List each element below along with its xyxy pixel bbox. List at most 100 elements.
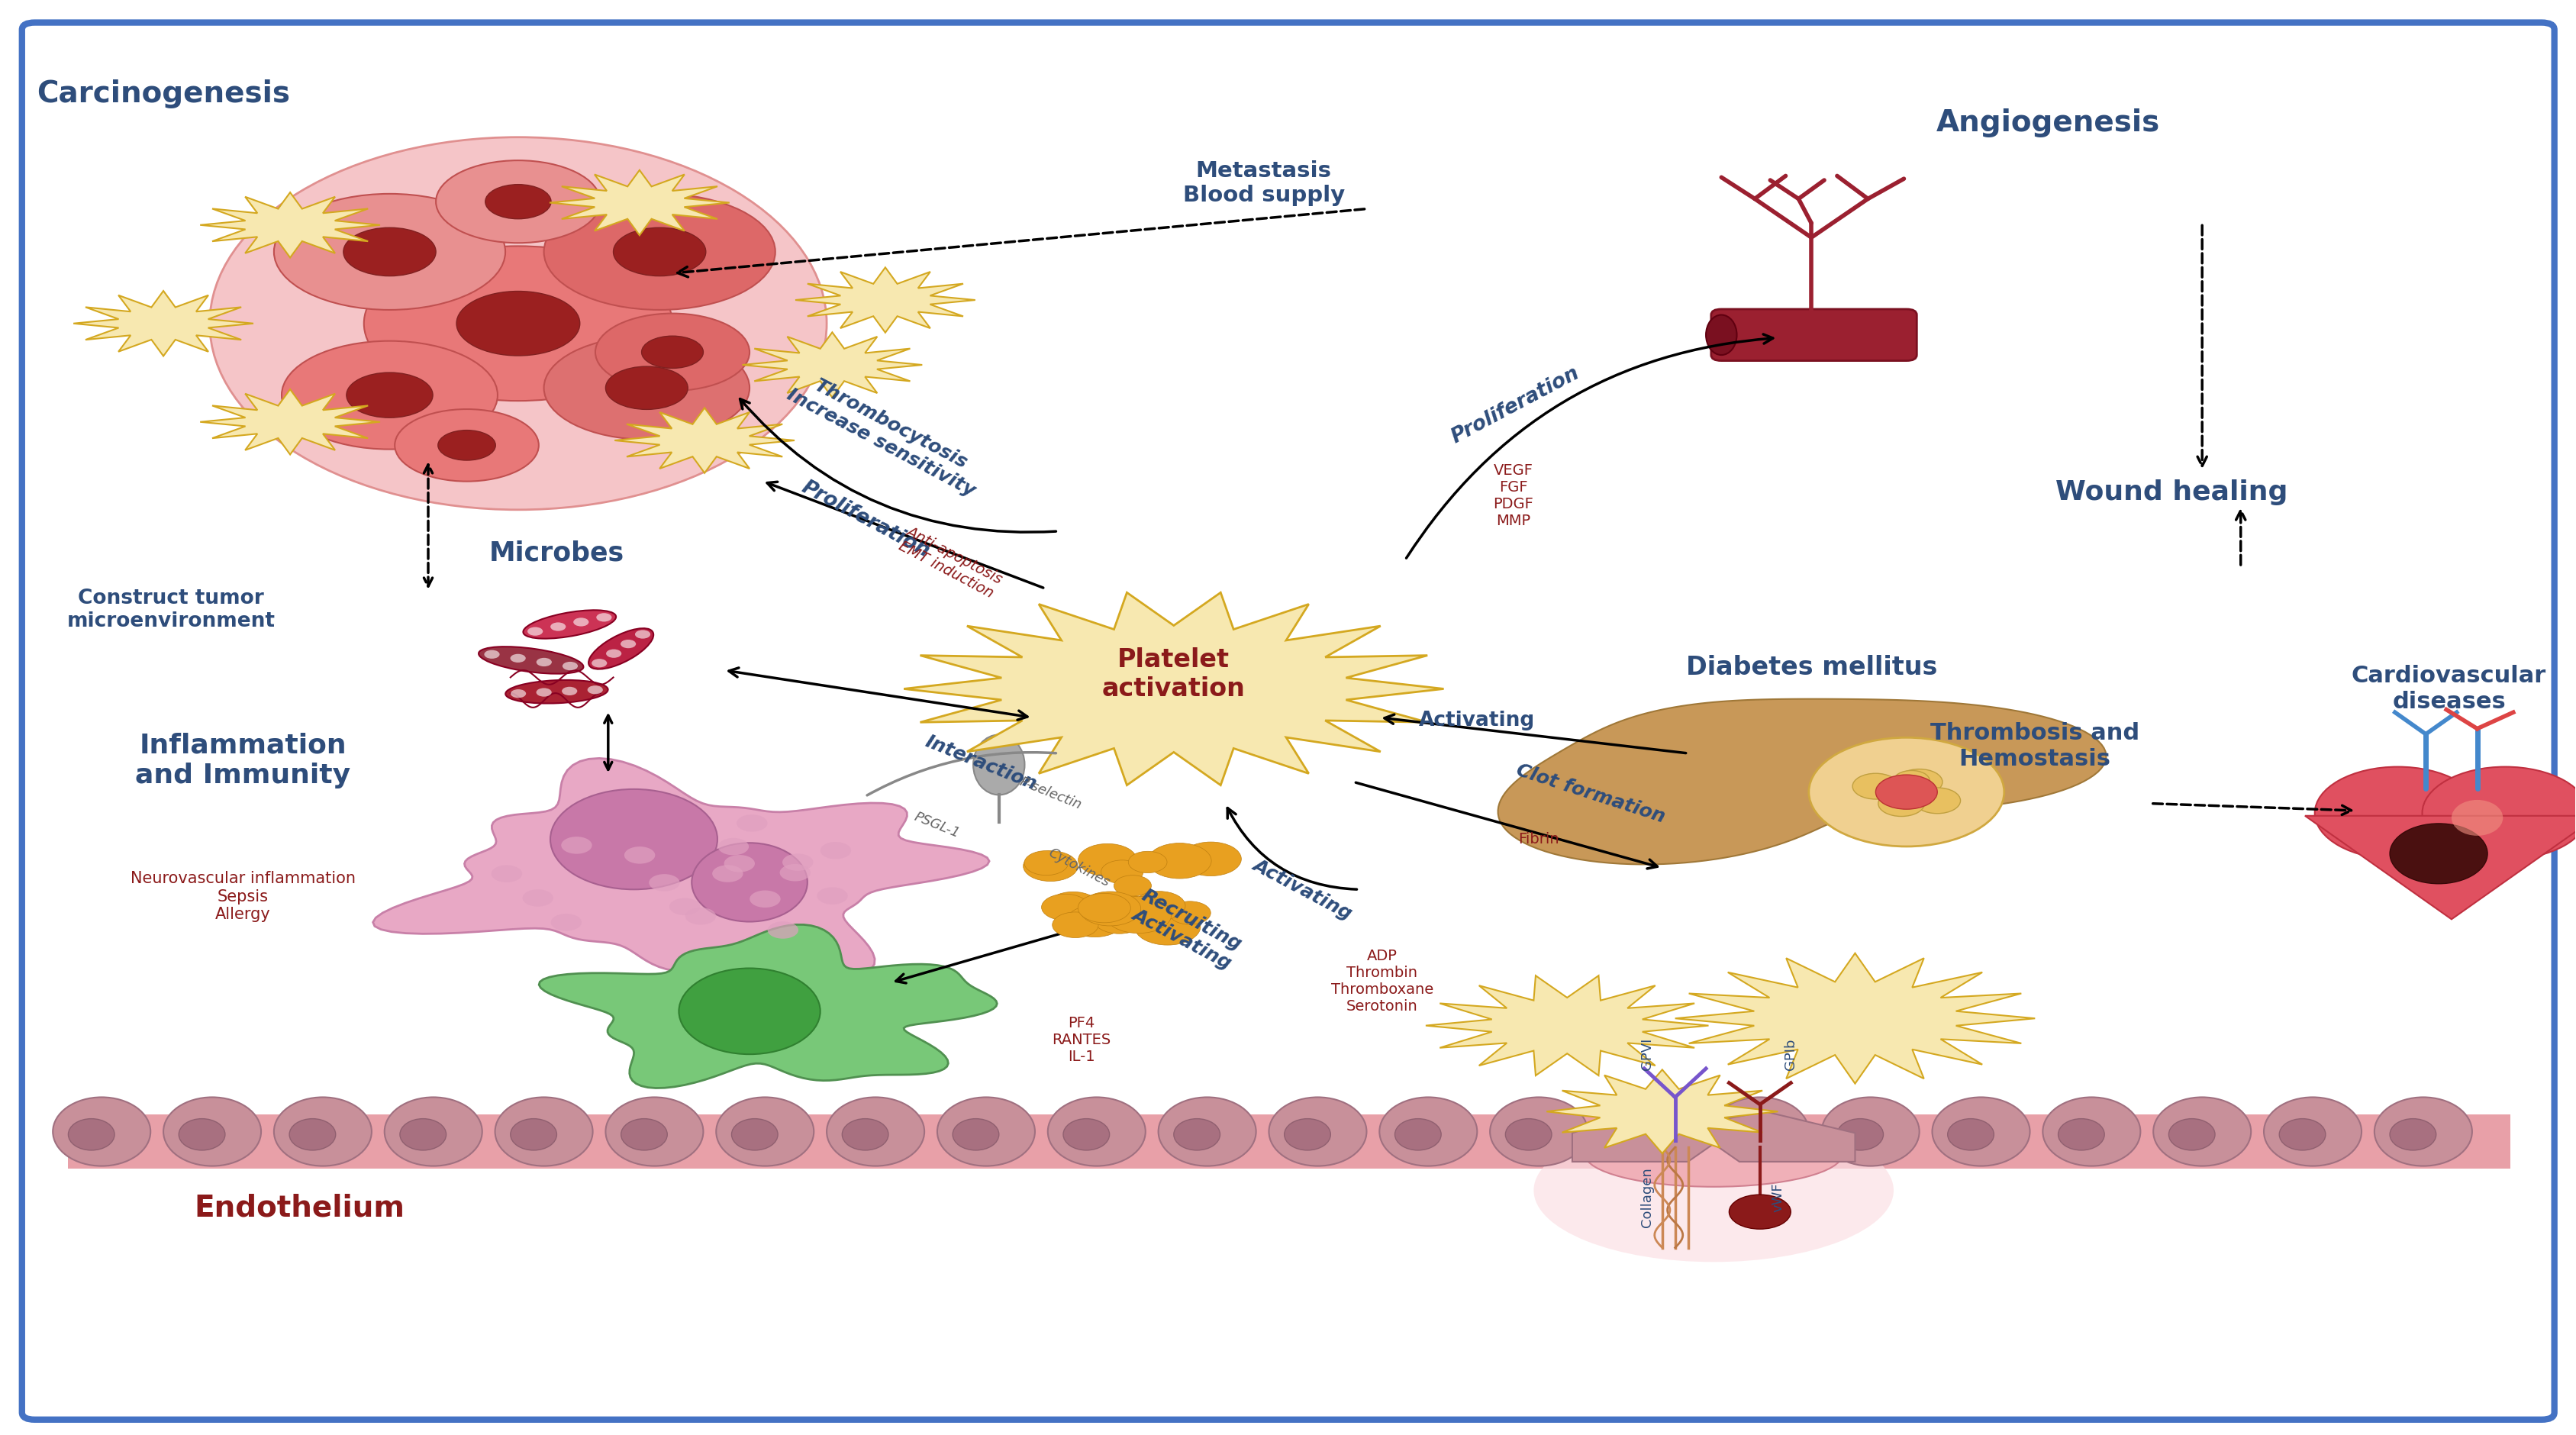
Circle shape xyxy=(649,874,680,891)
Text: Proliferation: Proliferation xyxy=(1448,363,1584,448)
Polygon shape xyxy=(549,171,729,235)
Text: Wound healing: Wound healing xyxy=(2056,479,2287,505)
Circle shape xyxy=(724,855,755,872)
Ellipse shape xyxy=(2043,1098,2141,1167)
Text: PF4
RANTES
IL-1: PF4 RANTES IL-1 xyxy=(1051,1016,1110,1063)
Ellipse shape xyxy=(273,194,505,310)
Ellipse shape xyxy=(716,1098,814,1167)
Circle shape xyxy=(528,627,544,636)
Ellipse shape xyxy=(544,336,750,439)
Ellipse shape xyxy=(2264,1098,2362,1167)
Circle shape xyxy=(1023,851,1077,881)
Ellipse shape xyxy=(394,409,538,481)
Circle shape xyxy=(1041,894,1090,920)
Circle shape xyxy=(2316,766,2481,860)
Ellipse shape xyxy=(544,194,775,310)
Circle shape xyxy=(817,887,848,904)
Polygon shape xyxy=(1499,699,2107,864)
Text: Anti-apoptosis
EMT induction: Anti-apoptosis EMT induction xyxy=(896,524,1005,601)
Ellipse shape xyxy=(641,336,703,369)
Polygon shape xyxy=(742,333,922,397)
Ellipse shape xyxy=(1726,1119,1772,1151)
Ellipse shape xyxy=(842,1119,889,1151)
Circle shape xyxy=(510,689,526,697)
Text: P-selectin: P-selectin xyxy=(1018,775,1084,812)
Circle shape xyxy=(1914,788,1960,814)
Circle shape xyxy=(562,662,577,670)
Polygon shape xyxy=(538,924,997,1088)
Ellipse shape xyxy=(2391,824,2488,884)
Circle shape xyxy=(1852,773,1899,799)
Circle shape xyxy=(484,650,500,659)
Ellipse shape xyxy=(2058,1119,2105,1151)
Text: Endothelium: Endothelium xyxy=(193,1192,404,1223)
Ellipse shape xyxy=(1378,1098,1476,1167)
Polygon shape xyxy=(201,192,381,258)
Circle shape xyxy=(492,865,523,883)
Ellipse shape xyxy=(1504,1119,1551,1151)
Polygon shape xyxy=(374,758,989,974)
FancyBboxPatch shape xyxy=(67,1115,2512,1170)
Ellipse shape xyxy=(2375,1098,2473,1167)
Text: Thrombocytosis
Increase sensitivity: Thrombocytosis Increase sensitivity xyxy=(783,367,989,501)
Circle shape xyxy=(1149,844,1211,878)
Circle shape xyxy=(562,837,592,854)
Ellipse shape xyxy=(289,1119,335,1151)
Ellipse shape xyxy=(621,1119,667,1151)
FancyBboxPatch shape xyxy=(23,23,2555,1419)
Ellipse shape xyxy=(1584,1122,1842,1187)
Text: Activating: Activating xyxy=(1249,855,1355,923)
Polygon shape xyxy=(2306,815,2576,920)
Ellipse shape xyxy=(680,969,819,1055)
Circle shape xyxy=(595,613,611,621)
Ellipse shape xyxy=(384,1098,482,1167)
Circle shape xyxy=(1113,875,1151,895)
Ellipse shape xyxy=(938,1098,1036,1167)
Ellipse shape xyxy=(162,1098,260,1167)
Circle shape xyxy=(719,838,750,855)
Circle shape xyxy=(711,865,742,883)
Circle shape xyxy=(783,854,814,871)
Polygon shape xyxy=(1546,1069,1777,1154)
Ellipse shape xyxy=(456,291,580,356)
Ellipse shape xyxy=(974,735,1025,795)
Polygon shape xyxy=(904,593,1443,785)
Text: Activating: Activating xyxy=(1419,710,1535,730)
Ellipse shape xyxy=(1048,1098,1146,1167)
Circle shape xyxy=(819,842,850,860)
Circle shape xyxy=(1079,891,1141,926)
Circle shape xyxy=(1025,851,1069,875)
Circle shape xyxy=(1046,891,1100,921)
Circle shape xyxy=(605,649,621,657)
Circle shape xyxy=(1170,901,1211,924)
Circle shape xyxy=(551,914,582,931)
Ellipse shape xyxy=(2280,1119,2326,1151)
Text: PSGL-1: PSGL-1 xyxy=(912,809,961,841)
Circle shape xyxy=(1095,905,1144,934)
Circle shape xyxy=(1878,791,1924,817)
Ellipse shape xyxy=(605,366,688,409)
Circle shape xyxy=(768,921,799,938)
Ellipse shape xyxy=(1064,1119,1110,1151)
Text: Inflammation
and Immunity: Inflammation and Immunity xyxy=(137,732,350,788)
Circle shape xyxy=(1180,842,1242,875)
Text: Neurovascular inflammation
Sepsis
Allergy: Neurovascular inflammation Sepsis Allerg… xyxy=(131,871,355,921)
Ellipse shape xyxy=(1600,1098,1698,1167)
Ellipse shape xyxy=(343,228,435,276)
Ellipse shape xyxy=(2452,799,2504,835)
Text: GPVI: GPVI xyxy=(1641,1038,1654,1071)
Text: Interaction: Interaction xyxy=(922,733,1041,794)
Text: Fibrin: Fibrin xyxy=(1517,832,1558,847)
Ellipse shape xyxy=(54,1098,149,1167)
Ellipse shape xyxy=(1947,1119,1994,1151)
Ellipse shape xyxy=(2169,1119,2215,1151)
Ellipse shape xyxy=(613,228,706,276)
Ellipse shape xyxy=(1285,1119,1332,1151)
Circle shape xyxy=(587,686,603,695)
Text: vWF: vWF xyxy=(1772,1182,1785,1213)
Circle shape xyxy=(1128,851,1167,872)
Circle shape xyxy=(1728,1195,1790,1228)
Ellipse shape xyxy=(1394,1119,1440,1151)
Circle shape xyxy=(2421,766,2576,860)
Ellipse shape xyxy=(505,680,608,703)
